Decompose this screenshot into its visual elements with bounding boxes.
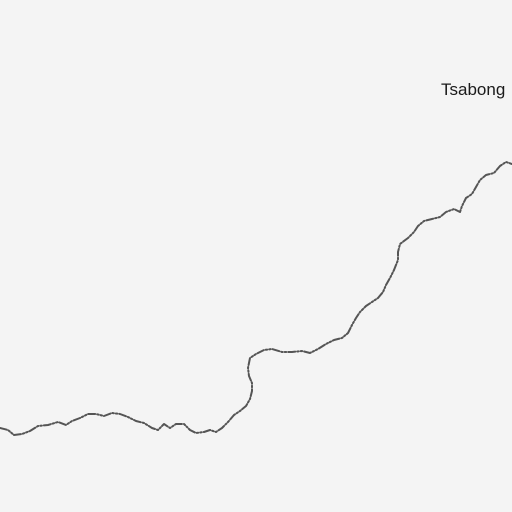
place-label-tsabong: Tsabong [441, 80, 506, 99]
international-border-line [0, 161, 512, 436]
